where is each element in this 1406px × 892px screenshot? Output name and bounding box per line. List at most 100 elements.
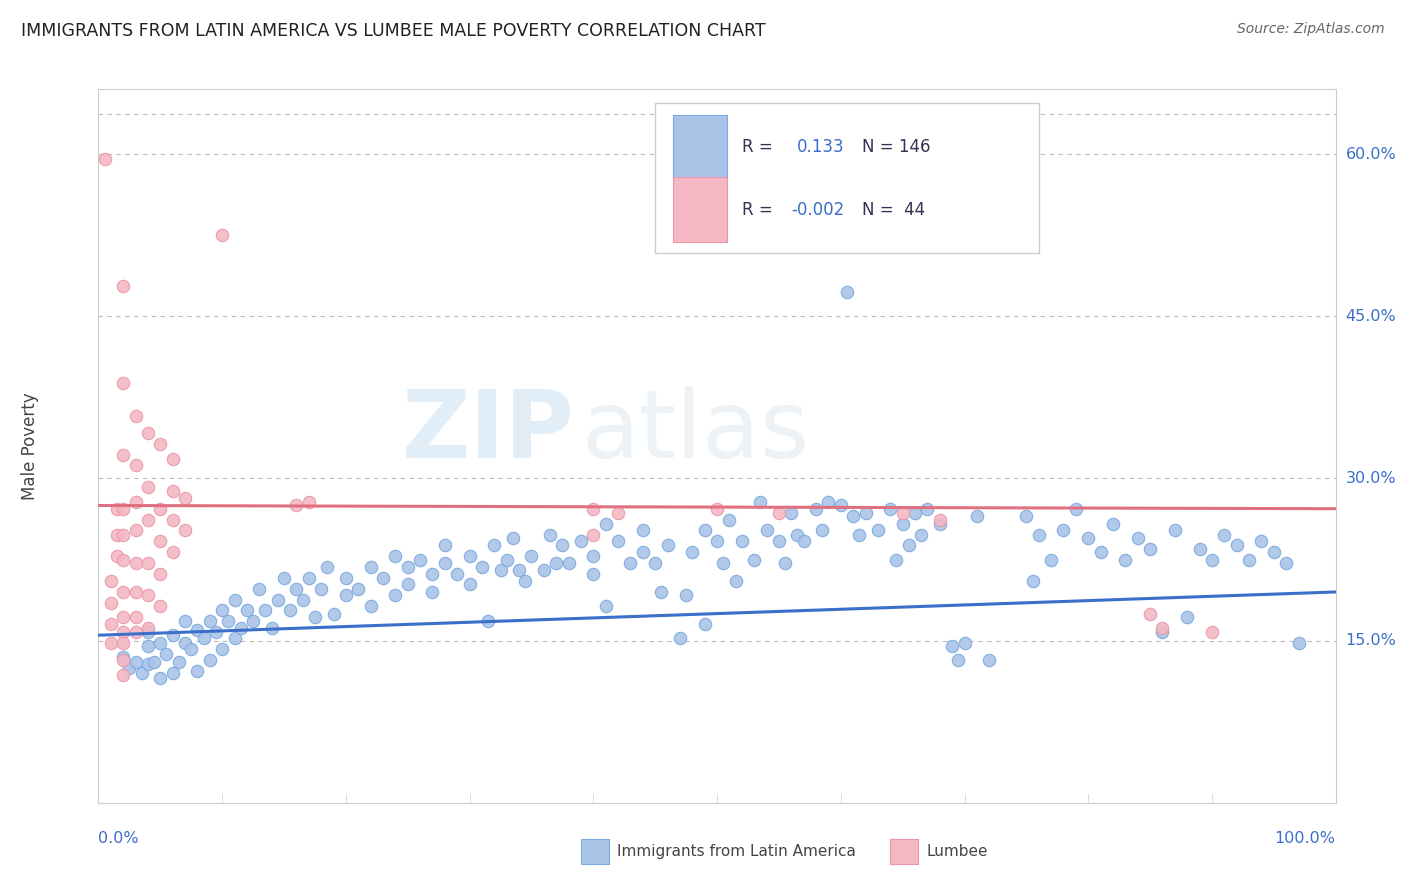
Point <box>458 549 481 564</box>
Point <box>149 672 172 686</box>
Point <box>162 484 184 499</box>
Point <box>804 501 827 516</box>
Point <box>298 571 321 585</box>
Point <box>773 556 796 570</box>
Point <box>897 539 920 553</box>
Point <box>731 534 754 549</box>
Point <box>842 509 865 524</box>
Point <box>607 506 630 520</box>
Point <box>149 501 172 516</box>
Point <box>1077 531 1099 545</box>
Point <box>1028 527 1050 541</box>
Point <box>273 571 295 585</box>
Point <box>167 655 190 669</box>
Point <box>928 516 950 531</box>
Point <box>520 549 543 564</box>
Point <box>742 552 765 566</box>
Point <box>830 499 852 513</box>
Point <box>928 512 950 526</box>
Text: 0.0%: 0.0% <box>98 831 139 847</box>
Point <box>786 527 808 541</box>
Point <box>136 480 159 494</box>
Point <box>1237 552 1260 566</box>
Point <box>136 588 159 602</box>
Point <box>979 653 1001 667</box>
Point <box>124 610 146 624</box>
Point <box>569 534 592 549</box>
Point <box>155 647 177 661</box>
Point <box>595 516 617 531</box>
Point <box>242 614 264 628</box>
Point <box>557 556 579 570</box>
Point <box>124 458 146 473</box>
FancyBboxPatch shape <box>581 839 609 864</box>
Point <box>217 614 239 628</box>
Point <box>124 495 146 509</box>
Point <box>582 501 605 516</box>
Point <box>198 614 221 628</box>
Text: -0.002: -0.002 <box>792 201 845 219</box>
Text: 60.0%: 60.0% <box>1346 146 1396 161</box>
Point <box>112 585 135 599</box>
FancyBboxPatch shape <box>655 103 1039 253</box>
Point <box>180 642 202 657</box>
Point <box>260 621 283 635</box>
Point <box>112 636 135 650</box>
Point <box>162 545 184 559</box>
Point <box>866 234 889 248</box>
Point <box>347 582 370 596</box>
Point <box>533 563 555 577</box>
Point <box>193 632 215 646</box>
Point <box>891 506 914 520</box>
Point <box>1139 541 1161 556</box>
Point <box>675 588 697 602</box>
Point <box>1052 524 1074 538</box>
Point <box>224 592 246 607</box>
Point <box>495 552 517 566</box>
Point <box>422 585 444 599</box>
Point <box>1152 624 1174 639</box>
Point <box>112 376 135 391</box>
Point <box>619 556 641 570</box>
Text: N =  44: N = 44 <box>862 201 925 219</box>
Text: N = 146: N = 146 <box>862 138 931 156</box>
Text: R =: R = <box>742 201 772 219</box>
Point <box>136 657 159 672</box>
Point <box>515 574 537 589</box>
Point <box>966 509 988 524</box>
Point <box>174 614 197 628</box>
Point <box>124 556 146 570</box>
Point <box>953 636 976 650</box>
Point <box>489 563 512 577</box>
Point <box>1139 607 1161 621</box>
Point <box>112 279 135 293</box>
Point <box>538 527 561 541</box>
Point <box>236 603 259 617</box>
Text: atlas: atlas <box>581 385 810 478</box>
Point <box>917 501 939 516</box>
Point <box>1164 524 1187 538</box>
Text: R =: R = <box>742 138 772 156</box>
Point <box>124 655 146 669</box>
Point <box>768 534 790 549</box>
Point <box>285 499 308 513</box>
Text: 30.0%: 30.0% <box>1346 471 1396 486</box>
Point <box>396 577 419 591</box>
Point <box>322 607 344 621</box>
Point <box>1126 531 1149 545</box>
Point <box>304 610 326 624</box>
Point <box>711 556 734 570</box>
Point <box>706 501 728 516</box>
Point <box>607 534 630 549</box>
Point <box>693 617 716 632</box>
Point <box>124 624 146 639</box>
Point <box>582 566 605 581</box>
Point <box>112 649 135 664</box>
Point <box>291 592 314 607</box>
Point <box>162 512 184 526</box>
Text: 15.0%: 15.0% <box>1346 633 1396 648</box>
Point <box>1175 610 1198 624</box>
Point <box>904 506 927 520</box>
Point <box>793 534 815 549</box>
Point <box>1288 636 1310 650</box>
